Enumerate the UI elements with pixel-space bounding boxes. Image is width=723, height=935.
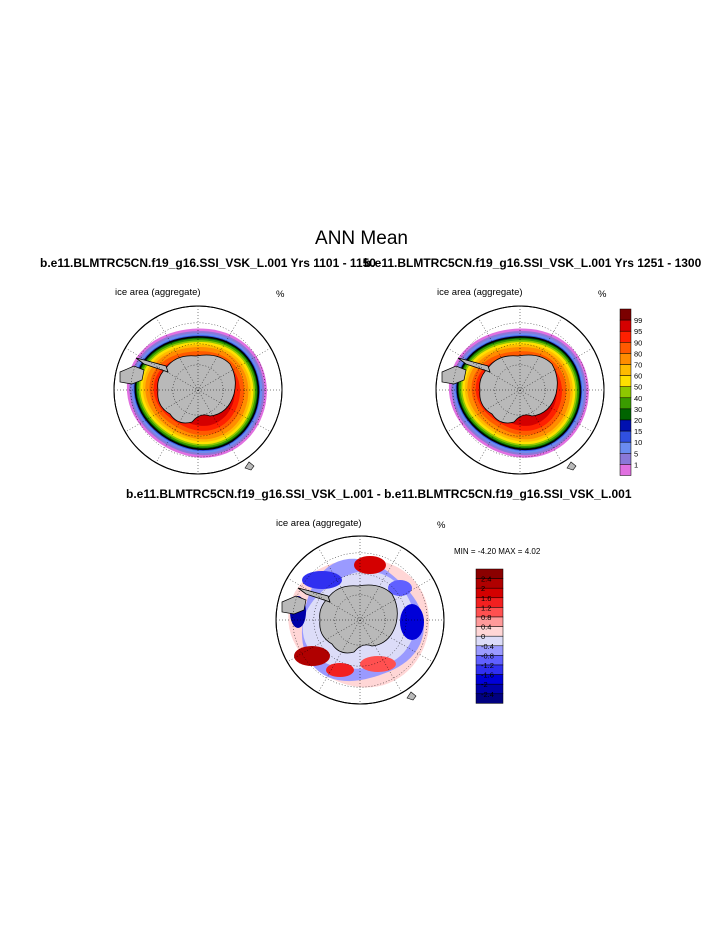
map-1-peninsula bbox=[135, 357, 169, 373]
colorbar-absolute-tick-3: 80 bbox=[634, 349, 642, 358]
difference-case-title: b.e11.BLMTRC5CN.f19_g16.SSI_VSK_L.001 - … bbox=[126, 487, 632, 501]
map-2-outline bbox=[435, 305, 605, 475]
map-3-outline bbox=[275, 535, 445, 705]
map-2-latitude-0 bbox=[494, 364, 546, 416]
colorbar-absolute-box-3 bbox=[619, 342, 632, 354]
map-3-antarctica bbox=[319, 584, 398, 654]
colorbar-difference-tick-10: -1.6 bbox=[481, 671, 494, 680]
map-1-latitude-2 bbox=[130, 322, 266, 458]
colorbar-difference-tick-6: 0 bbox=[481, 632, 485, 641]
map-1-ice-edge-contour bbox=[134, 336, 260, 451]
colorbar-absolute-tick-5: 60 bbox=[634, 372, 642, 381]
colorbar-absolute-box-14 bbox=[619, 464, 632, 476]
map-3-latitude-2 bbox=[292, 552, 428, 688]
map-3-south-america bbox=[281, 595, 307, 615]
colorbar-absolute-box-0 bbox=[619, 308, 632, 321]
map-1-south-america bbox=[119, 365, 145, 385]
map-2-south-america bbox=[441, 365, 467, 385]
map-3-meridian-5 bbox=[287, 577, 433, 663]
colorbar-absolute-tick-6: 50 bbox=[634, 383, 642, 392]
colorbar-absolute-tick-0: 99 bbox=[634, 316, 642, 325]
colorbar-absolute-tick-1: 95 bbox=[634, 327, 642, 336]
map-1-nz-island bbox=[244, 461, 255, 471]
map-3-patch-3 bbox=[400, 604, 424, 640]
panel-1-unit: % bbox=[276, 289, 285, 300]
map-3-patch-6 bbox=[388, 580, 412, 596]
top-left-case-title: b.e11.BLMTRC5CN.f19_g16.SSI_VSK_L.001 Yr… bbox=[40, 256, 376, 270]
colorbar-difference-tick-1: 2 bbox=[481, 584, 485, 593]
colorbar-absolute-box-5 bbox=[619, 364, 632, 376]
colorbar-difference-box-13 bbox=[475, 693, 504, 704]
map-1-latitude-0 bbox=[172, 364, 224, 416]
colorbar-absolute: 99 95 90 80 70 60 50 40 30 20 15 10 5 1 bbox=[619, 308, 642, 476]
map-2-peninsula bbox=[457, 357, 491, 373]
panel-2-label: ice area (aggregate) bbox=[437, 287, 523, 298]
colorbar-absolute-tick-13: 1 bbox=[634, 460, 638, 469]
colorbar-absolute-tick-2: 90 bbox=[634, 338, 642, 347]
colorbar-difference-tick-0: 2.4 bbox=[481, 575, 491, 584]
map-1-antarctica bbox=[157, 354, 236, 424]
map-2-latitude-2 bbox=[452, 322, 588, 458]
colorbar-absolute-tick-12: 5 bbox=[634, 449, 638, 458]
colorbar-absolute-box-6 bbox=[619, 375, 632, 387]
map-1-meridian-5 bbox=[125, 347, 271, 433]
colorbar-difference-tick-11: -2 bbox=[481, 680, 488, 689]
colorbar-absolute-tick-7: 40 bbox=[634, 394, 642, 403]
colorbar-difference-tick-4: 0.8 bbox=[481, 613, 491, 622]
map-2-antarctica bbox=[479, 354, 558, 424]
top-right-case-title: b.e11.BLMTRC5CN.f19_g16.SSI_VSK_L.001 Yr… bbox=[364, 256, 702, 270]
colorbar-difference-tick-9: -1.2 bbox=[481, 661, 494, 670]
map-group-2 bbox=[435, 305, 605, 475]
colorbar-absolute-box-11 bbox=[619, 430, 632, 443]
min-max-readout: MIN = -4.20 MAX = 4.02 bbox=[454, 547, 541, 556]
colorbar-absolute-tick-4: 70 bbox=[634, 361, 642, 370]
colorbar-difference-tick-5: 0.4 bbox=[481, 623, 491, 632]
colorbar-absolute-box-8 bbox=[619, 397, 632, 410]
map-3-patch-0 bbox=[302, 571, 342, 589]
map-1-outline bbox=[113, 305, 283, 475]
colorbar-difference-tick-12: -2.4 bbox=[481, 690, 494, 699]
colorbar-absolute-box-2 bbox=[619, 330, 632, 343]
colorbar-absolute-box-12 bbox=[619, 441, 632, 454]
panel-3-label: ice area (aggregate) bbox=[276, 518, 362, 529]
colorbar-difference: 2.421.61.20.80.40-0.4-0.8-1.2-1.6-2-2.4 bbox=[475, 568, 504, 704]
colorbar-absolute-box-9 bbox=[619, 408, 632, 421]
map-3-patch-4 bbox=[360, 656, 396, 672]
map-3-peninsula bbox=[297, 587, 331, 603]
map-3-nz-island bbox=[406, 691, 417, 701]
map-2-meridian-5 bbox=[447, 347, 593, 433]
map-3-patch-7 bbox=[326, 663, 354, 677]
map-3-latitude-1 bbox=[313, 573, 407, 667]
panel-2-unit: % bbox=[598, 289, 607, 300]
colorbar-absolute-box-10 bbox=[619, 419, 632, 432]
map-group-1 bbox=[113, 305, 283, 475]
map-2-ice-edge-contour bbox=[456, 336, 582, 451]
colorbar-difference-tick-3: 1.2 bbox=[481, 603, 491, 612]
colorbar-absolute-box-4 bbox=[619, 353, 632, 365]
colorbar-difference-tick-8: -0.8 bbox=[481, 651, 494, 660]
map-1-latitude-1 bbox=[151, 343, 245, 437]
panel-1-label: ice area (aggregate) bbox=[115, 287, 201, 298]
colorbar-difference-tick-7: -0.4 bbox=[481, 642, 494, 651]
map-group-3 bbox=[275, 535, 445, 705]
map-2-latitude-1 bbox=[473, 343, 567, 437]
colorbar-absolute-tick-8: 30 bbox=[634, 405, 642, 414]
colorbar-absolute-tick-11: 10 bbox=[634, 438, 642, 447]
colorbar-absolute-box-13 bbox=[619, 453, 632, 465]
figure-title: ANN Mean bbox=[315, 228, 408, 249]
map-3-latitude-0 bbox=[334, 594, 386, 646]
panel-3-unit: % bbox=[437, 520, 446, 531]
map-2-nz-island bbox=[566, 461, 577, 471]
colorbar-absolute-box-1 bbox=[619, 319, 632, 332]
map-3-patch-1 bbox=[354, 556, 386, 574]
colorbar-absolute-tick-10: 15 bbox=[634, 427, 642, 436]
colorbar-absolute-tick-9: 20 bbox=[634, 416, 642, 425]
colorbar-absolute-box-7 bbox=[619, 386, 632, 399]
map-3-patch-2 bbox=[294, 646, 330, 666]
colorbar-difference-tick-2: 1.6 bbox=[481, 594, 491, 603]
